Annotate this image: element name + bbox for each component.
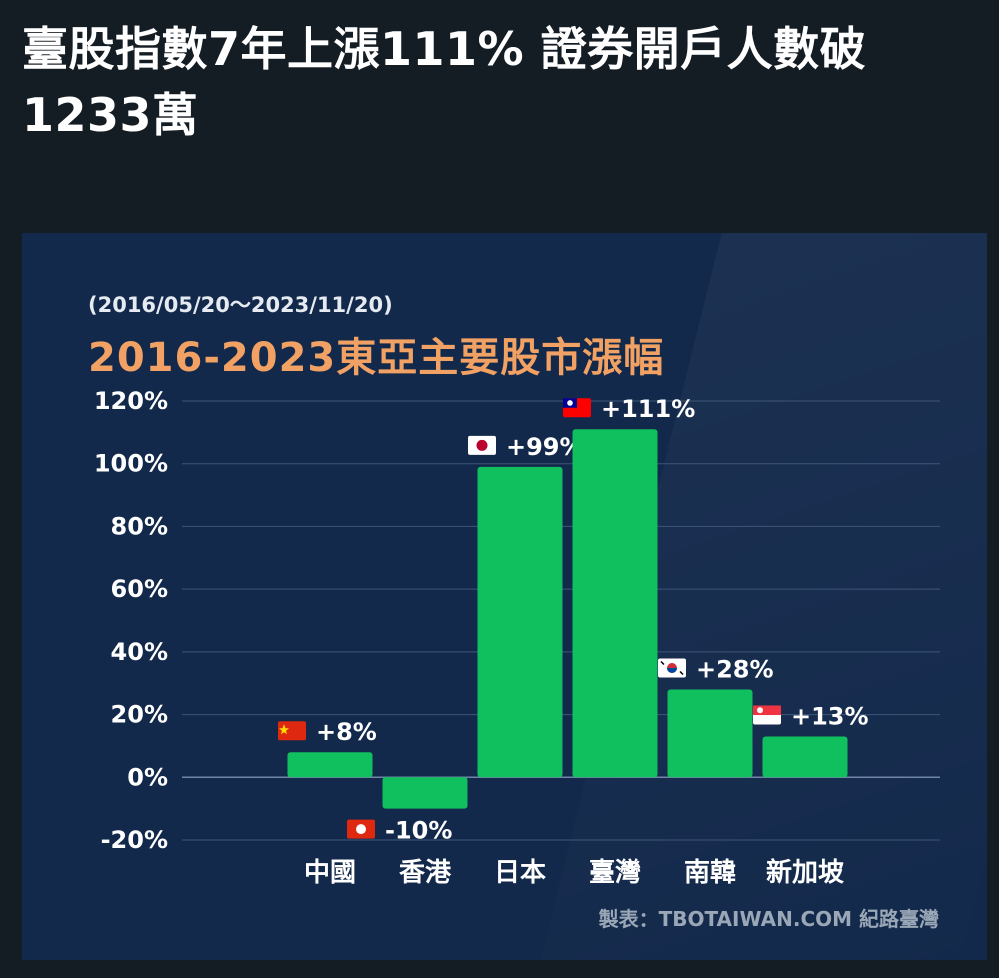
data-label: +99% <box>506 433 584 461</box>
south-korea-flag-taeguk-bottom <box>667 667 677 673</box>
y-tick-label: 120% <box>94 387 168 415</box>
x-category-label: 南韓 <box>684 858 736 888</box>
bar-新加坡 <box>762 736 848 778</box>
singapore-flag-crescent <box>757 707 763 714</box>
x-category-label: 香港 <box>399 858 452 888</box>
x-category-label: 中國 <box>304 858 356 888</box>
y-tick-label: 60% <box>111 575 168 603</box>
data-label: +8% <box>316 718 377 746</box>
x-category-label: 日本 <box>494 858 546 888</box>
hong-kong-flag-flower <box>356 824 366 835</box>
data-label: -10% <box>385 817 452 845</box>
data-label: +28% <box>696 655 774 683</box>
chart-card: (2016/05/20～2023/11/20) 2016-2023東亞主要股市漲… <box>22 233 987 960</box>
bar-中國 <box>287 752 373 778</box>
bar-日本 <box>477 466 563 778</box>
bar-臺灣 <box>572 429 658 778</box>
bar-chart: -20% 0% 20% 40% 60% 80% 100% 120% +8% 中國 -10% 香港 +99… <box>94 387 940 888</box>
bar-香港 <box>382 777 468 809</box>
south-korea-flag-trigram <box>660 660 665 666</box>
y-tick-label: -20% <box>101 826 168 854</box>
china-flag-field <box>278 721 306 741</box>
date-range-label: (2016/05/20～2023/11/20) <box>88 293 393 317</box>
data-label: +111% <box>601 395 695 423</box>
x-category-label: 新加坡 <box>766 857 844 888</box>
bar-南韓 <box>667 689 753 778</box>
x-category-label: 臺灣 <box>589 858 641 888</box>
y-tick-label: 40% <box>111 638 168 666</box>
y-tick-label: 0% <box>127 763 168 791</box>
data-label: +13% <box>791 703 869 731</box>
page-headline: 臺股指數7年上漲111% 證券開戶人數破1233萬 <box>22 22 867 142</box>
taiwan-flag-sun <box>567 400 573 406</box>
singapore-flag-red-band <box>753 705 781 716</box>
japan-flag-sun <box>476 439 488 451</box>
china-flag-star <box>279 724 289 735</box>
y-tick-label: 20% <box>111 701 168 729</box>
chart-title: 2016-2023東亞主要股市漲幅 <box>88 335 665 381</box>
credit-label: 製表：TBOTAIWAN.COM 紀路臺灣 <box>598 907 939 931</box>
south-korea-flag-trigram <box>679 670 684 676</box>
y-tick-label: 100% <box>94 450 168 478</box>
y-tick-label: 80% <box>111 512 168 540</box>
